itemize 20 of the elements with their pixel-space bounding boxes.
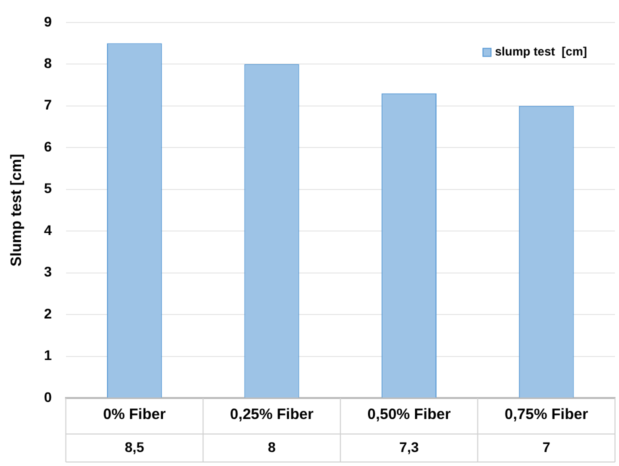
y-tick-label: 2 <box>44 305 52 322</box>
y-tick-label: 8 <box>44 54 52 71</box>
data-label: 7,3 <box>399 438 419 455</box>
y-tick-label: 0 <box>44 388 52 405</box>
y-tick-label: 6 <box>44 138 52 154</box>
x-tick-label: 0,50% Fiber <box>367 406 451 424</box>
y-tick-label: 7 <box>44 96 52 113</box>
y-tick-label: 9 <box>44 13 52 30</box>
data-label: 8 <box>268 438 276 455</box>
data-label: 8,5 <box>124 438 144 455</box>
data-label: 7 <box>542 438 550 455</box>
y-tick-label: 3 <box>44 264 52 280</box>
x-tick-label: 0% Fiber <box>103 406 166 424</box>
x-tick-label: 0,75% Fiber <box>504 406 588 424</box>
legend-label: slump test [cm] <box>494 44 588 59</box>
y-tick-label: 1 <box>44 347 52 364</box>
y-tick-label: 5 <box>44 180 52 196</box>
y-axis-title: Slump test [cm] <box>8 154 26 266</box>
x-tick-label: 0,25% Fiber <box>230 406 314 424</box>
y-tick-label: 4 <box>44 222 52 238</box>
